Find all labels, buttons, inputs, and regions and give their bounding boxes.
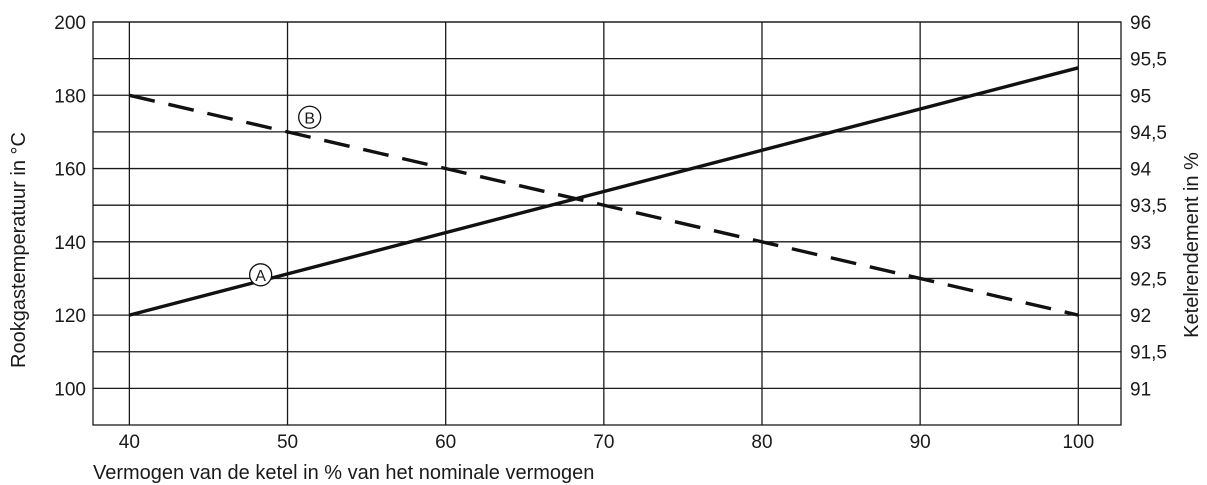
y-right-tick-label: 95 <box>1130 86 1151 107</box>
y-right-tick-label: 93,5 <box>1130 196 1167 217</box>
plot-frame <box>92 21 1122 426</box>
x-tick-label: 60 <box>435 432 456 453</box>
y-right-tick-label: 91 <box>1130 379 1151 400</box>
y-left-tick-label: 120 <box>54 306 86 327</box>
y-axis-left-label: Rookgastemperatuur in °C <box>8 132 30 368</box>
x-tick-label: 40 <box>119 432 140 453</box>
marker-circle <box>248 263 273 287</box>
y-right-tick-label: 95,5 <box>1130 50 1167 71</box>
x-tick-label: 100 <box>1062 432 1094 453</box>
y-axis-right-label: Ketelrendement in % <box>1181 152 1203 338</box>
series-line-b <box>129 93 1079 317</box>
series-marker-b: B <box>298 105 322 129</box>
y-left-tick-label: 160 <box>54 160 86 181</box>
y-right-tick-label: 91,5 <box>1130 343 1167 364</box>
y-right-tick-label: 93 <box>1130 233 1151 254</box>
y-right-tick-label: 96 <box>1130 13 1151 34</box>
marker-label: A <box>255 268 266 285</box>
y-left-tick-label: 140 <box>54 233 86 254</box>
x-axis-label: Vermogen van de ketel in % van het nomin… <box>93 462 594 484</box>
marker-label: B <box>304 110 315 127</box>
x-tick-label: 50 <box>277 432 298 453</box>
x-tick-label: 70 <box>593 432 614 453</box>
x-tick-label: 90 <box>910 432 931 453</box>
series-lines: AB <box>128 66 1079 317</box>
y-left-tick-label: 100 <box>54 379 86 400</box>
y-right-tick-label: 94,5 <box>1130 123 1167 144</box>
series-line-a <box>128 66 1079 317</box>
grid <box>92 21 1122 426</box>
x-tick-label: 80 <box>751 432 772 453</box>
y-left-tick-label: 200 <box>54 13 86 34</box>
y-right-tick-label: 92,5 <box>1130 269 1167 290</box>
series-marker-a: A <box>248 263 273 287</box>
marker-circle <box>298 105 322 129</box>
tick-labels: 40 50 60 70 80 90 100 100 120 140 160 180 200 91 91,5 9… <box>54 13 1167 453</box>
y-left-tick-label: 180 <box>54 86 86 107</box>
y-right-tick-label: 94 <box>1130 160 1152 181</box>
y-right-tick-label: 92 <box>1130 306 1151 327</box>
